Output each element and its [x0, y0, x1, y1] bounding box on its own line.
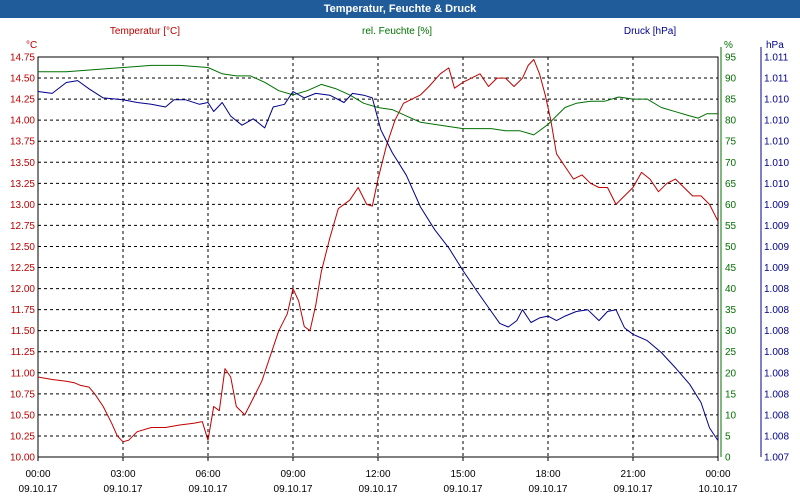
pressure-tick: 1.008: [764, 389, 789, 400]
x-tick-time: 15:00: [450, 469, 475, 480]
x-tick-time: 21:00: [620, 469, 645, 480]
labels: °C Temperatur [°C] rel. Feuchte [%] % Dr…: [26, 26, 784, 51]
pressure-tick: 1.008: [764, 431, 789, 442]
temperature-tick: 12.00: [10, 284, 35, 295]
pressure-tick: 1.011: [764, 74, 789, 85]
humidity-tick: 70: [725, 158, 737, 169]
temperature-tick: 10.50: [10, 410, 35, 421]
pressure-tick: 1.008: [764, 410, 789, 421]
series: [37, 59, 719, 443]
pressure-tick: 1.010: [764, 158, 789, 169]
humidity-tick: 75: [725, 137, 737, 148]
temperature-tick: 14.25: [10, 95, 35, 106]
humidity-tick: 35: [725, 305, 737, 316]
temperature-tick: 13.75: [10, 137, 35, 148]
pressure-tick: 1.008: [764, 347, 789, 358]
temperature-tick: 10.00: [10, 453, 35, 464]
temperature-tick: 14.50: [10, 74, 35, 85]
temperature-tick: 13.00: [10, 200, 35, 211]
x-tick-time: 03:00: [110, 469, 135, 480]
x-tick-date: 09.10.17: [274, 484, 313, 495]
humidity-tick: 65: [725, 179, 737, 190]
x-tick-time: 09:00: [280, 469, 305, 480]
pressure-tick: 1.011: [764, 53, 789, 64]
humidity-tick: 10: [725, 410, 737, 421]
temperature-unit: °C: [26, 40, 37, 51]
pressure-tick: 1.009: [764, 200, 789, 211]
temperature-tick: 11.75: [11, 305, 36, 316]
temperature-tick: 14.75: [10, 53, 35, 64]
humidity-tick: 45: [725, 263, 737, 274]
pressure-tick: 1.010: [764, 116, 789, 127]
temperature-series-line: [37, 59, 719, 443]
pressure-tick: 1.009: [764, 263, 789, 274]
humidity-tick: 80: [725, 116, 737, 127]
x-tick-date: 09.10.17: [529, 484, 568, 495]
pressure-tick: 1.008: [764, 326, 789, 337]
pressure-tick: 1.007: [764, 453, 789, 464]
pressure-tick: 1.008: [764, 284, 789, 295]
humidity-tick: 0: [725, 453, 731, 464]
x-tick-date: 09.10.17: [444, 484, 483, 495]
x-tick-date: 10.10.17: [699, 484, 738, 495]
humidity-tick: 50: [725, 242, 737, 253]
window-title: Temperatur, Feuchte & Druck: [0, 0, 800, 18]
temperature-tick: 10.75: [10, 389, 35, 400]
pressure-tick: 1.010: [764, 137, 789, 148]
temperature-tick: 11.25: [11, 347, 36, 358]
x-tick-time: 00:00: [705, 469, 730, 480]
humidity-tick: 85: [725, 95, 737, 106]
grid: [37, 56, 719, 458]
x-tick-date: 09.10.17: [614, 484, 653, 495]
humidity-tick: 5: [725, 431, 731, 442]
humidity-tick: 60: [725, 200, 737, 211]
pressure-axis-label: Druck [hPa]: [624, 26, 676, 37]
temperature-tick: 12.50: [10, 242, 35, 253]
x-tick-time: 06:00: [195, 469, 220, 480]
temperature-tick: 12.25: [10, 263, 35, 274]
pressure-tick: 1.008: [764, 305, 789, 316]
pressure-tick: 1.009: [764, 242, 789, 253]
temperature-tick: 14.00: [10, 116, 35, 127]
x-tick-date: 09.10.17: [19, 484, 58, 495]
humidity-tick: 30: [725, 326, 737, 337]
humidity-axis-label: rel. Feuchte [%]: [362, 26, 432, 37]
x-tick-date: 09.10.17: [104, 484, 143, 495]
humidity-tick: 40: [725, 284, 737, 295]
pressure-unit: hPa: [766, 40, 784, 51]
temperature-tick: 11.00: [11, 368, 36, 379]
humidity-tick: 55: [725, 221, 737, 232]
axes: 10.00 0 1.007 10.25 5 1.008 10.50 10 1.008 10.75 1…: [10, 47, 789, 495]
x-tick-time: 18:00: [535, 469, 560, 480]
temperature-tick: 11.50: [11, 326, 36, 337]
temperature-tick: 12.75: [10, 221, 35, 232]
x-tick-date: 09.10.17: [359, 484, 398, 495]
humidity-tick: 95: [725, 53, 737, 64]
pressure-tick: 1.010: [764, 95, 789, 106]
temperature-axis-label: Temperatur [°C]: [110, 26, 180, 37]
humidity-tick: 25: [725, 347, 737, 358]
temperature-tick: 13.25: [10, 179, 35, 190]
pressure-tick: 1.008: [764, 368, 789, 379]
humidity-tick: 15: [725, 389, 737, 400]
pressure-series-line: [37, 80, 719, 441]
x-tick-date: 09.10.17: [189, 484, 228, 495]
temperature-tick: 13.50: [10, 158, 35, 169]
pressure-tick: 1.009: [764, 221, 789, 232]
x-tick-time: 12:00: [365, 469, 390, 480]
humidity-tick: 20: [725, 368, 737, 379]
humidity-tick: 90: [725, 74, 737, 85]
x-tick-time: 00:00: [25, 469, 50, 480]
humidity-unit: %: [724, 40, 733, 51]
pressure-tick: 1.010: [764, 179, 789, 190]
temperature-tick: 10.25: [10, 431, 35, 442]
humidity-series-line: [38, 64, 718, 136]
